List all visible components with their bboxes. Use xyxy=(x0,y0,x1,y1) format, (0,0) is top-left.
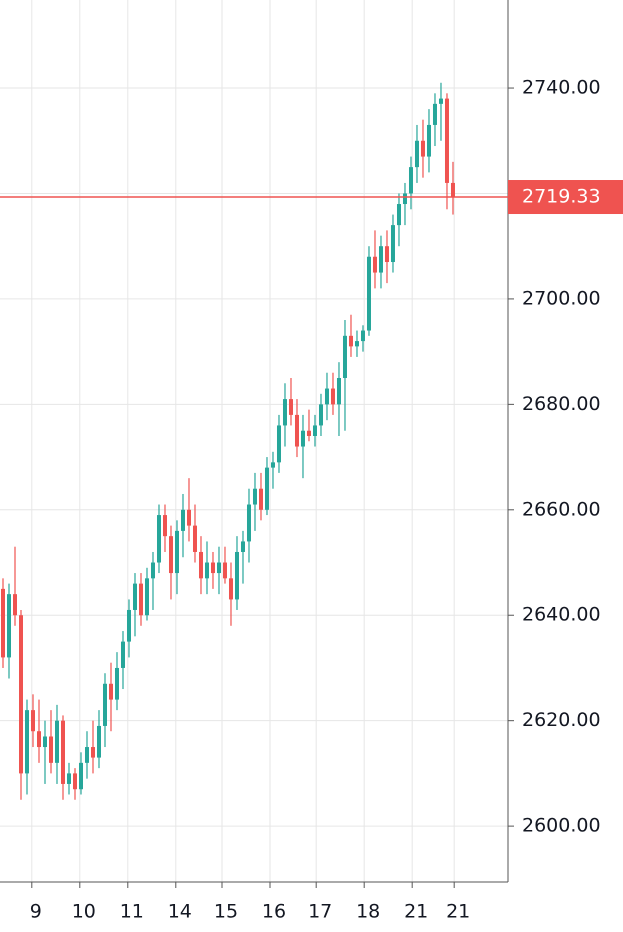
candle-body xyxy=(390,225,395,263)
candle-body xyxy=(222,562,227,579)
candle-body xyxy=(204,562,209,579)
candle-body xyxy=(210,562,215,574)
candle-body xyxy=(414,140,419,168)
candle-body xyxy=(96,725,101,758)
candle-body xyxy=(444,98,449,183)
candle-body xyxy=(126,609,131,642)
candle-body xyxy=(246,504,251,542)
candle-body xyxy=(342,335,347,378)
candle-body xyxy=(240,541,245,552)
candle-body xyxy=(270,462,275,468)
x-tick-label: 10 xyxy=(72,901,96,923)
candle-body xyxy=(144,578,149,616)
candle-body xyxy=(138,583,143,616)
candle-body xyxy=(150,562,155,579)
last-price-label: 2719.33 xyxy=(522,186,601,208)
y-tick-label: 2620.00 xyxy=(522,709,601,731)
y-tick-label: 2700.00 xyxy=(522,287,601,309)
candle-body xyxy=(192,525,197,552)
candle-body xyxy=(108,683,113,700)
candle-body xyxy=(180,509,185,531)
candle-body xyxy=(18,615,23,774)
candle-body xyxy=(60,720,65,784)
last-price-tag xyxy=(508,180,623,215)
candle-body xyxy=(384,246,389,263)
candle-body xyxy=(30,710,35,732)
x-tick-label: 9 xyxy=(30,901,42,923)
x-tick-label: 14 xyxy=(168,901,192,923)
y-tick-label: 2680.00 xyxy=(522,393,601,415)
x-tick-label: 21 xyxy=(404,901,428,923)
candle-body xyxy=(300,430,305,447)
y-tick-label: 2600.00 xyxy=(522,815,601,837)
candle-body xyxy=(174,530,179,574)
candle-body xyxy=(450,182,455,198)
candle-body xyxy=(276,425,281,463)
x-tick-label: 18 xyxy=(356,901,380,923)
candle-body xyxy=(372,256,377,273)
candle-body xyxy=(330,388,335,405)
y-tick-label: 2660.00 xyxy=(522,498,601,520)
candle-body xyxy=(156,515,161,563)
x-tick-label: 16 xyxy=(262,901,286,923)
candle-body xyxy=(42,736,47,748)
candle-body xyxy=(294,414,299,447)
candle-body xyxy=(336,378,341,405)
candle-body xyxy=(168,536,173,574)
candle-body xyxy=(102,683,107,726)
candle-body xyxy=(378,246,383,273)
candle-body xyxy=(360,330,365,342)
candle-body xyxy=(396,204,401,226)
x-tick-label: 11 xyxy=(120,901,144,923)
candle-body xyxy=(36,731,41,748)
candle-body xyxy=(54,720,59,763)
candle-body xyxy=(402,193,407,205)
candle-body xyxy=(198,551,203,579)
candle-body xyxy=(318,404,323,426)
candle-body xyxy=(48,736,53,763)
y-tick-label: 2740.00 xyxy=(522,77,601,99)
candle-body xyxy=(162,515,167,537)
candle-body xyxy=(132,583,137,610)
candle-body xyxy=(234,551,239,600)
candle-body xyxy=(90,747,95,758)
candle-body xyxy=(324,388,329,405)
candle-body xyxy=(438,98,443,104)
candle-body xyxy=(216,562,221,574)
candle-body xyxy=(258,488,263,510)
candle-body xyxy=(78,762,83,790)
candle-body xyxy=(306,430,311,436)
candle-body xyxy=(420,140,425,157)
candle-body xyxy=(408,167,413,194)
candle-body xyxy=(66,773,71,784)
candle-body xyxy=(12,594,17,616)
candle-body xyxy=(252,488,257,505)
candle-body xyxy=(24,710,29,774)
candle-body xyxy=(120,641,125,668)
x-tick-label: 17 xyxy=(308,901,332,923)
y-tick-label: 2640.00 xyxy=(522,604,601,626)
candle-body xyxy=(282,399,287,426)
x-tick-label: 15 xyxy=(214,901,238,923)
candle-body xyxy=(348,335,353,347)
x-tick-label: 21 xyxy=(446,901,470,923)
candle-body xyxy=(264,467,269,510)
candle-body xyxy=(312,425,317,436)
candle-body xyxy=(114,667,119,700)
candle-body xyxy=(6,594,11,658)
candle-body xyxy=(432,103,437,125)
candle-body xyxy=(0,588,5,658)
candle-body xyxy=(366,256,371,331)
candle-body xyxy=(186,509,191,526)
candle-body xyxy=(72,773,77,790)
candle-body xyxy=(426,124,431,157)
candle-body xyxy=(354,341,359,347)
candle-body xyxy=(288,399,293,415)
candle-body xyxy=(228,578,233,600)
candle-body xyxy=(84,747,89,763)
